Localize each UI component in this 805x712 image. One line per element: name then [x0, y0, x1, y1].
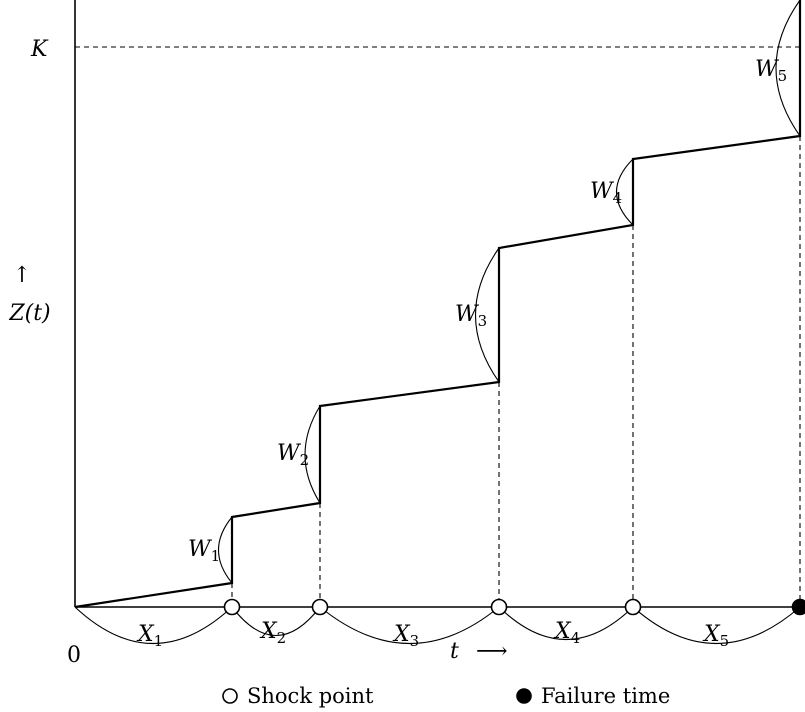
interval-letter: X [259, 619, 278, 644]
interval-letter: X [553, 619, 572, 644]
legend-failure-time-symbol [516, 688, 532, 704]
legend: Shock point Failure time [222, 684, 670, 708]
jump-index: 4 [613, 189, 623, 207]
jump-letter: W [188, 537, 213, 562]
x-axis-arrow: ⟶ [476, 639, 508, 664]
interval-label: X2 [259, 619, 286, 647]
legend-shock-point-symbol [222, 688, 238, 704]
interval-brace [231, 606, 321, 637]
jump-index: 3 [478, 312, 488, 330]
jump-brace [475, 247, 500, 383]
threshold-label: K [30, 37, 49, 62]
interval-letter: X [392, 622, 411, 647]
y-axis-label: Z(t) [8, 301, 50, 326]
interval-brace [498, 606, 634, 641]
interval-index: 3 [410, 632, 420, 650]
y-axis-arrow: ↑ [13, 263, 31, 288]
interval-letter: X [702, 622, 721, 647]
jump-brace [304, 405, 321, 504]
interval-label: X3 [392, 622, 419, 650]
interval-index: 1 [154, 632, 164, 650]
jump-letter: W [455, 302, 480, 327]
jump-index: 5 [778, 67, 788, 85]
legend-shock-point-label: Shock point [247, 684, 374, 708]
interval-label: X4 [553, 619, 580, 647]
shock-point-marker [490, 598, 508, 616]
jump-index: 2 [300, 451, 310, 469]
jump-brace [218, 516, 233, 584]
interval-label: X1 [136, 622, 163, 650]
shock-point-marker [624, 598, 642, 616]
jump-label: W5 [755, 57, 787, 85]
jump-label: W2 [277, 441, 309, 469]
jump-letter: W [277, 441, 302, 466]
x-axis-label: t [450, 639, 459, 664]
shock-point-marker [311, 598, 329, 616]
interval-letter: X [136, 622, 155, 647]
origin-label: 0 [67, 643, 81, 668]
jump-label: W1 [188, 537, 220, 565]
interval-brace [74, 606, 233, 645]
interval-label: X5 [702, 622, 729, 650]
interval-brace [632, 606, 801, 644]
jump-brace [775, 0, 801, 137]
interval-index: 4 [571, 629, 581, 647]
interval-brace [319, 606, 500, 644]
interval-index: 2 [277, 629, 287, 647]
legend-failure-time-label: Failure time [541, 684, 670, 708]
jump-label: W4 [590, 179, 622, 207]
jump-brace [615, 158, 634, 226]
damage-path [74, 0, 802, 609]
failure-time-marker [791, 598, 805, 616]
shock-point-marker [223, 598, 241, 616]
jump-index: 1 [211, 547, 221, 565]
jump-letter: W [755, 57, 780, 82]
interval-index: 5 [720, 632, 730, 650]
jump-label: W3 [455, 302, 487, 330]
jump-letter: W [590, 179, 615, 204]
